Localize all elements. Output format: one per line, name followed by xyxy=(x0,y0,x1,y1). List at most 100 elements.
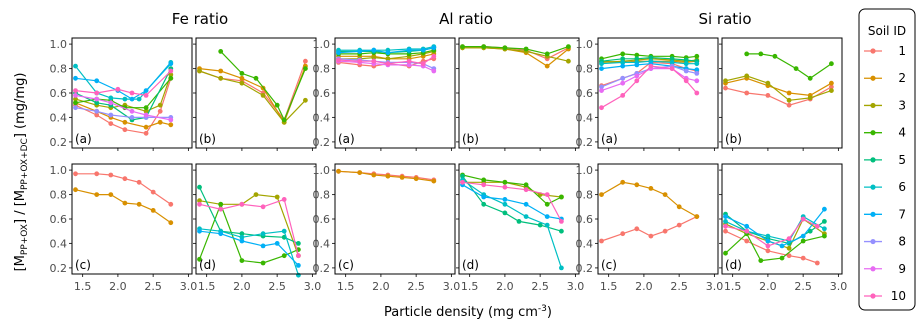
data-point xyxy=(634,226,640,232)
data-point xyxy=(814,223,820,229)
group-title-si: Si ratio xyxy=(698,10,751,28)
data-point xyxy=(122,127,128,133)
data-point xyxy=(669,60,675,65)
data-point xyxy=(406,58,412,64)
data-point xyxy=(559,194,564,200)
data-point xyxy=(559,228,564,234)
legend-label: 7 xyxy=(898,207,906,221)
series-soil-2 xyxy=(197,63,308,125)
data-point xyxy=(94,96,100,102)
data-point xyxy=(620,231,626,237)
panel-2-0: 0.2 0.4 0.6 0.8 1.0 (a) xyxy=(576,37,719,151)
data-point xyxy=(371,55,377,60)
data-point xyxy=(807,95,813,101)
data-point xyxy=(108,192,114,198)
panel-2-3: 1.5 2.0 2.5 3.0 (d) xyxy=(719,163,847,293)
panel-frame xyxy=(71,37,193,149)
x-tick-label: 2.5 xyxy=(268,280,286,293)
data-point xyxy=(694,71,700,76)
data-point xyxy=(129,90,135,96)
panel-letter: (c) xyxy=(601,258,617,272)
data-point xyxy=(406,47,412,53)
data-point xyxy=(786,97,792,103)
data-point xyxy=(399,175,405,180)
legend-swatch-dot xyxy=(870,48,876,54)
legend-swatch-dot xyxy=(870,157,876,163)
data-point xyxy=(420,47,426,53)
y-tick-label: 0.4 xyxy=(576,111,594,124)
data-point xyxy=(143,105,149,111)
data-point xyxy=(197,201,202,207)
group-title-al: Al ratio xyxy=(439,10,493,28)
series-soil-4 xyxy=(460,172,564,207)
y-tick-label: 0.6 xyxy=(50,213,68,226)
series-line xyxy=(75,63,172,100)
data-point xyxy=(150,208,156,213)
data-point xyxy=(260,204,266,210)
data-point xyxy=(431,53,437,59)
xlabel-part-1: Particle density (mg cm xyxy=(384,305,538,320)
ylabel-part-1: [M xyxy=(13,255,28,271)
data-point xyxy=(385,61,391,67)
series-soil-4 xyxy=(197,201,301,266)
data-point xyxy=(168,61,174,67)
series-line xyxy=(725,232,825,262)
data-point xyxy=(502,197,508,202)
data-point xyxy=(744,238,750,244)
data-point xyxy=(136,96,142,102)
legend-item-6: 6 xyxy=(864,180,906,194)
data-point xyxy=(157,108,163,114)
series-line xyxy=(725,218,818,247)
data-point xyxy=(694,78,700,84)
data-point xyxy=(829,88,834,93)
data-point xyxy=(669,66,675,71)
data-point xyxy=(143,112,149,118)
data-point xyxy=(683,68,689,74)
data-point xyxy=(115,86,121,92)
data-point xyxy=(94,112,100,118)
panel-frame xyxy=(597,163,719,275)
panels: 0.2 0.4 0.6 0.8 1.0 (a) (b) 0.2 0.4 0.6 0.8 1.0 1.5 2… xyxy=(50,37,847,293)
x-tick-label: 3.0 xyxy=(706,280,724,293)
series-soil-2 xyxy=(73,187,174,226)
xlabel-sup: -3 xyxy=(538,304,547,314)
data-point xyxy=(168,122,174,128)
data-point xyxy=(544,63,550,69)
legend-label: 4 xyxy=(898,126,906,140)
panel-background xyxy=(722,164,842,274)
data-point xyxy=(197,68,202,74)
series-line xyxy=(220,50,306,122)
data-point xyxy=(786,102,792,108)
data-point xyxy=(260,243,266,249)
data-point xyxy=(168,117,174,123)
series-line xyxy=(198,202,299,264)
data-point xyxy=(634,52,640,58)
x-tick-label: 3.0 xyxy=(567,280,585,293)
data-point xyxy=(281,197,287,202)
data-point xyxy=(620,80,626,86)
data-point xyxy=(157,119,163,125)
panel-frame xyxy=(71,163,193,275)
ylabel-part-3: ] (mg/mg) xyxy=(13,73,28,139)
data-point xyxy=(599,84,604,90)
series-line xyxy=(725,75,832,101)
y-tick-label: 1.0 xyxy=(50,164,68,177)
data-point xyxy=(765,243,771,249)
y-tick-label: 1.0 xyxy=(313,164,331,177)
data-point xyxy=(744,51,750,57)
data-point xyxy=(793,66,799,71)
series-line xyxy=(462,175,562,232)
panel-letter: (d) xyxy=(725,258,742,272)
data-point xyxy=(385,56,391,62)
data-point xyxy=(676,204,682,210)
series-soil-10 xyxy=(723,216,820,249)
data-point xyxy=(481,194,487,200)
y-tick-label: 1.0 xyxy=(313,38,331,51)
panel-frame xyxy=(195,37,317,149)
ylabel-sub-2: PP+OX+DC xyxy=(20,138,30,190)
x-tick-label: 3.0 xyxy=(443,280,461,293)
y-tick-label: 0.2 xyxy=(50,136,68,149)
data-point xyxy=(599,61,604,67)
panel-0-0: 0.2 0.4 0.6 0.8 1.0 (a) xyxy=(50,37,193,151)
